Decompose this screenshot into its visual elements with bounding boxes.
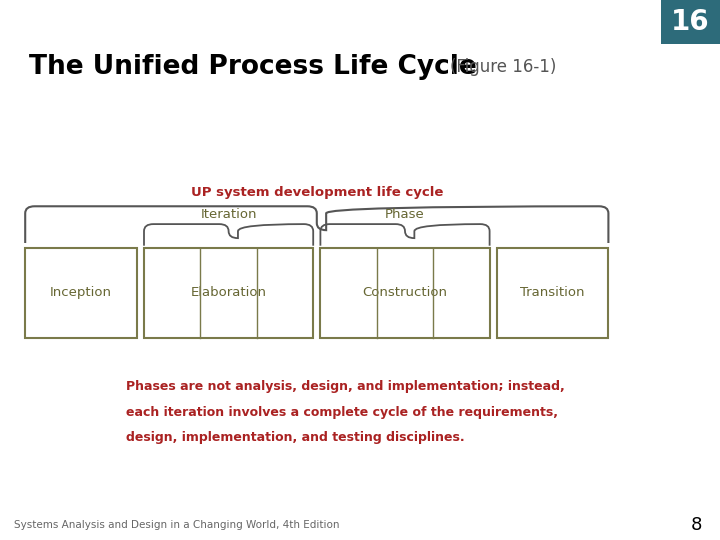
Text: Construction: Construction: [362, 286, 448, 300]
FancyBboxPatch shape: [661, 0, 720, 44]
Text: The Unified Process Life Cycle: The Unified Process Life Cycle: [29, 55, 477, 80]
Text: 16: 16: [671, 8, 710, 36]
Text: Iteration: Iteration: [200, 208, 257, 221]
FancyBboxPatch shape: [320, 248, 490, 338]
Text: Systems Analysis and Design in a Changing World, 4th Edition: Systems Analysis and Design in a Changin…: [14, 520, 340, 530]
Text: (Figure 16-1): (Figure 16-1): [450, 58, 557, 77]
FancyBboxPatch shape: [144, 248, 313, 338]
Text: 8: 8: [690, 516, 702, 534]
Text: each iteration involves a complete cycle of the requirements,: each iteration involves a complete cycle…: [126, 406, 558, 419]
FancyBboxPatch shape: [497, 248, 608, 338]
Text: Transition: Transition: [521, 286, 585, 300]
Text: Phase: Phase: [385, 208, 425, 221]
Text: Phases are not analysis, design, and implementation; instead,: Phases are not analysis, design, and imp…: [126, 380, 564, 393]
Text: design, implementation, and testing disciplines.: design, implementation, and testing disc…: [126, 431, 464, 444]
Text: Elaboration: Elaboration: [191, 286, 266, 300]
Text: Inception: Inception: [50, 286, 112, 300]
FancyBboxPatch shape: [25, 248, 137, 338]
Text: UP system development life cycle: UP system development life cycle: [191, 186, 443, 199]
